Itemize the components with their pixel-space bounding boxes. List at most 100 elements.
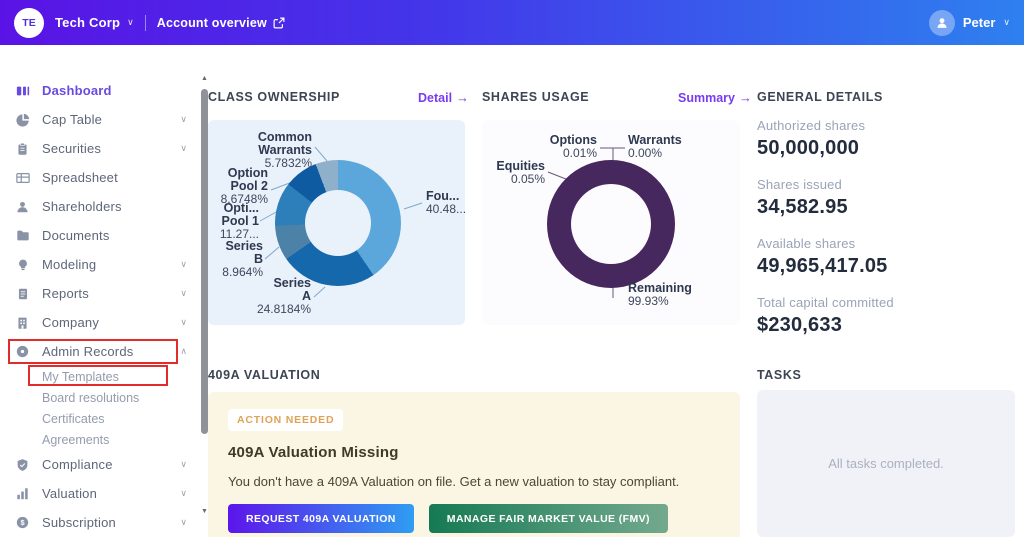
sidebar-item-modeling[interactable]: Modeling ∨ bbox=[0, 250, 200, 279]
sidebar-item-valuation[interactable]: Valuation ∨ bbox=[0, 479, 200, 508]
sidebar-item-label: Agreements bbox=[42, 432, 110, 447]
spreadsheet-icon bbox=[15, 170, 30, 185]
chevron-down-icon: ∨ bbox=[180, 143, 187, 153]
manage-fmv-button[interactable]: MANAGE FAIR MARKET VALUE (FMV) bbox=[428, 504, 668, 533]
chart-icon bbox=[15, 486, 30, 501]
callout-founders: Fou... 40.48... bbox=[426, 189, 467, 216]
class-ownership-title: CLASS OWNERSHIP bbox=[208, 90, 340, 104]
scroll-down-icon[interactable]: ▼ bbox=[201, 508, 208, 515]
topbar: TE Tech Corp ∨ Account overview Pet bbox=[0, 0, 1024, 45]
account-overview-link[interactable]: Account overview bbox=[157, 16, 285, 30]
sidebar-item-securities[interactable]: Securities ∨ bbox=[0, 134, 200, 163]
chevron-down-icon: ∨ bbox=[180, 114, 187, 124]
callout-option-pool-1: Opti... Pool 1 11.27... bbox=[219, 201, 259, 241]
account-overview-label: Account overview bbox=[156, 15, 267, 30]
sidebar-item-label: Dashboard bbox=[42, 83, 112, 98]
arrow-right-icon: → bbox=[738, 90, 752, 105]
callout-series-a: Series A 24.8184% bbox=[256, 276, 311, 316]
sidebar-item-label: Valuation bbox=[42, 486, 98, 501]
sidebar-scrollbar[interactable]: ▲ ▼ bbox=[200, 45, 209, 537]
sidebar-item-my-templates[interactable]: My Templates bbox=[0, 366, 200, 387]
sidebar-item-shareholders[interactable]: Shareholders bbox=[0, 192, 200, 221]
person-icon bbox=[15, 199, 30, 214]
sidebar-item-label: Securities bbox=[42, 141, 102, 156]
sidebar-item-label: Modeling bbox=[42, 257, 97, 272]
sidebar-item-subscription[interactable]: $ Subscription ∨ bbox=[0, 508, 200, 537]
request-409a-valuation-button[interactable]: REQUEST 409A VALUATION bbox=[228, 504, 414, 533]
tasks-title: TASKS bbox=[757, 368, 802, 382]
sidebar-item-company[interactable]: Company ∨ bbox=[0, 308, 200, 337]
company-avatar[interactable]: TE bbox=[14, 7, 44, 38]
dashboard-icon bbox=[15, 83, 30, 98]
sidebar-item-label: Reports bbox=[42, 286, 89, 301]
user-avatar[interactable] bbox=[928, 9, 955, 36]
shield-icon bbox=[15, 457, 30, 472]
company-switcher[interactable]: Tech Corp ∨ bbox=[55, 15, 134, 30]
sidebar-item-label: Compliance bbox=[42, 457, 113, 472]
stat-value: 34,582.95 bbox=[757, 196, 848, 218]
valuation-missing-message: You don't have a 409A Valuation on file.… bbox=[228, 474, 680, 489]
sidebar-item-admin-records[interactable]: Admin Records ∧ bbox=[0, 337, 200, 366]
action-needed-badge: ACTION NEEDED bbox=[228, 409, 344, 431]
callout-option-pool-2: Option Pool 2 8.6748% bbox=[220, 166, 268, 206]
donut-hole bbox=[571, 184, 651, 264]
building-icon bbox=[15, 315, 30, 330]
sidebar-item-agreements[interactable]: Agreements bbox=[0, 429, 200, 450]
callout-series-b: Series B 8.964% bbox=[222, 239, 263, 279]
sidebar-item-label: Board resolutions bbox=[42, 390, 140, 405]
sidebar-item-label: Shareholders bbox=[42, 199, 122, 214]
stat-total-capital-committed: Total capital committed $230,633 bbox=[757, 295, 1015, 337]
chevron-down-icon: ∨ bbox=[180, 317, 187, 327]
sidebar-item-documents[interactable]: Documents bbox=[0, 221, 200, 250]
folder-icon bbox=[15, 228, 30, 243]
sidebar-item-certificates[interactable]: Certificates bbox=[0, 408, 200, 429]
company-initials: TE bbox=[22, 16, 36, 29]
dollar-icon: $ bbox=[15, 515, 30, 530]
stat-label: Available shares bbox=[757, 236, 856, 251]
scroll-up-icon[interactable]: ▲ bbox=[201, 75, 208, 82]
shares-usage-chart-card: Options 0.01% Warrants 0.00% Equities 0.… bbox=[482, 120, 740, 325]
sidebar-item-reports[interactable]: Reports ∨ bbox=[0, 279, 200, 308]
shares-usage-title: SHARES USAGE bbox=[482, 90, 590, 104]
sidebar-item-label: Admin Records bbox=[42, 344, 134, 359]
arrow-right-icon: → bbox=[456, 90, 470, 105]
stat-label: Shares issued bbox=[757, 177, 842, 192]
sidebar-item-spreadsheet[interactable]: Spreadsheet bbox=[0, 163, 200, 192]
general-details-title: GENERAL DETAILS bbox=[757, 90, 883, 104]
callout-equities: Equities 0.05% bbox=[496, 159, 545, 186]
sidebar-item-label: My Templates bbox=[42, 369, 119, 384]
sidebar-item-label: Spreadsheet bbox=[42, 170, 118, 185]
person-icon bbox=[937, 17, 947, 28]
callout-options: Options 0.01% bbox=[549, 133, 597, 160]
scrollbar-thumb[interactable] bbox=[201, 89, 208, 434]
valuation-missing-heading: 409A Valuation Missing bbox=[228, 444, 399, 461]
sidebar-item-cap-table[interactable]: Cap Table ∨ bbox=[0, 105, 200, 134]
tasks-empty-message: All tasks completed. bbox=[828, 456, 944, 471]
sidebar: Dashboard Cap Table ∨ Securities ∨ Spreadshee… bbox=[0, 45, 200, 537]
chevron-up-icon: ∧ bbox=[180, 346, 187, 356]
valuation-409a-card: ACTION NEEDED 409A Valuation Missing You… bbox=[208, 392, 740, 537]
chevron-down-icon: ∨ bbox=[180, 517, 187, 527]
sidebar-item-compliance[interactable]: Compliance ∨ bbox=[0, 450, 200, 479]
svg-text:$: $ bbox=[20, 518, 24, 527]
valuation-409a-title: 409A VALUATION bbox=[208, 368, 321, 382]
sidebar-item-dashboard[interactable]: Dashboard bbox=[0, 76, 200, 105]
sidebar-item-board-resolutions[interactable]: Board resolutions bbox=[0, 387, 200, 408]
stat-value: $230,633 bbox=[757, 314, 843, 336]
user-name: Peter bbox=[962, 15, 996, 30]
divider bbox=[144, 14, 146, 31]
chevron-down-icon: ∨ bbox=[127, 17, 134, 27]
shares-usage-summary-link[interactable]: Summary → bbox=[678, 90, 752, 105]
stat-available-shares: Available shares 49,965,417.05 bbox=[757, 236, 1015, 278]
class-ownership-detail-link[interactable]: Detail → bbox=[418, 90, 470, 105]
callout-common-warrants: Common Warrants 5.7832% bbox=[257, 130, 312, 170]
report-icon bbox=[15, 286, 30, 301]
donut-hole bbox=[305, 190, 371, 256]
stat-value: 50,000,000 bbox=[757, 137, 860, 159]
sidebar-item-label: Cap Table bbox=[42, 112, 103, 127]
stat-authorized-shares: Authorized shares 50,000,000 bbox=[757, 118, 1015, 160]
chevron-down-icon[interactable]: ∨ bbox=[1003, 17, 1010, 27]
pie-chart-icon bbox=[15, 112, 30, 127]
records-icon bbox=[15, 344, 30, 359]
